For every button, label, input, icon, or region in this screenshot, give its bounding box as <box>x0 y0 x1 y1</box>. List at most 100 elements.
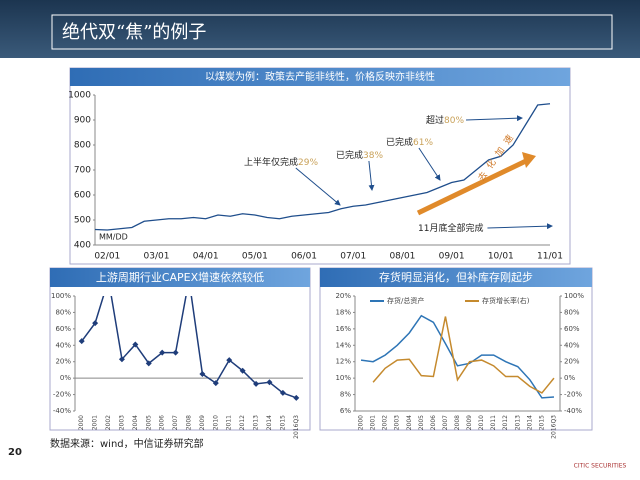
y-tick-label: 800 <box>74 141 91 151</box>
page-number: 20 <box>8 447 22 458</box>
annotation-arrow <box>418 147 441 181</box>
x-tick-label: 2012 <box>502 415 509 430</box>
x-tick-label: 06/01 <box>291 252 317 262</box>
legend-label: 存货增长率(右) <box>482 296 530 305</box>
y-tick-label: 14% <box>335 341 351 349</box>
legend-label: 存货/总资产 <box>387 296 424 305</box>
data-marker <box>279 389 286 396</box>
annotation-text: 11月底全部完成 <box>418 222 483 234</box>
x-tick-label: 2016Q3 <box>293 415 300 439</box>
data-marker <box>212 380 219 387</box>
x-tick-label: 2013 <box>514 415 521 430</box>
x-tick-label: 04/01 <box>193 252 219 262</box>
data-marker <box>145 360 152 367</box>
y2-tick-label: 0% <box>564 374 575 382</box>
y2-tick-label: -40% <box>564 407 582 415</box>
annotation-arrow <box>487 223 553 230</box>
y-tick-label: 600 <box>74 191 91 201</box>
x-tick-label: 2002 <box>105 415 112 430</box>
annotation-text: 上半年仅完成 <box>244 156 298 168</box>
y-tick-label: 80% <box>55 308 71 316</box>
data-marker <box>78 338 85 345</box>
x-tick-label: 2015 <box>538 415 545 430</box>
x-tick-label: 05/01 <box>242 252 268 262</box>
data-marker <box>132 341 139 348</box>
y-tick-label: 900 <box>74 116 91 126</box>
annotation-text: 已完成 <box>336 149 363 161</box>
panel-title-bar <box>70 68 570 86</box>
x-tick-label: 2013 <box>253 415 260 430</box>
x-tick-label: 2007 <box>442 415 449 430</box>
panel-title-bar <box>320 268 592 287</box>
annotation: 11月底全部完成 <box>418 222 483 234</box>
series-line <box>360 314 555 399</box>
data-marker <box>172 349 179 356</box>
slide-title: 绝代双“焦”的例子 <box>62 22 206 43</box>
annotation-text: 超过 <box>426 114 444 126</box>
series-line <box>81 296 297 399</box>
x-tick-label: 2009 <box>466 415 473 430</box>
x-tick-label: 2001 <box>92 415 99 430</box>
panel <box>49 267 311 431</box>
chart-title: 以煤炭为例：政策去产能非线性，价格反映亦非线性 <box>205 70 435 83</box>
annotation-text: 已完成 <box>386 136 413 148</box>
annotation-highlight: 80% <box>444 116 464 126</box>
x-tick-label: 08/01 <box>389 252 415 262</box>
annotation: 超过80% <box>426 114 464 126</box>
annotation-arrow <box>466 115 523 122</box>
x-axis-label: MM/DD <box>99 233 128 242</box>
series-line <box>372 316 555 394</box>
y-tick-label: 1000 <box>68 91 91 101</box>
y-tick-label: 20% <box>55 358 71 366</box>
x-tick-label: 2006 <box>159 415 166 430</box>
x-tick-label: 11/01 <box>537 252 563 262</box>
data-marker <box>239 367 246 374</box>
x-tick-label: 2009 <box>199 415 206 430</box>
annotation-highlight: 29% <box>298 158 318 168</box>
series-line <box>94 103 551 231</box>
y-tick-label: 20% <box>335 292 351 300</box>
y-tick-label: 8% <box>340 391 351 399</box>
x-tick-label: 2015 <box>279 415 286 430</box>
panel <box>69 67 571 265</box>
x-tick-label: 2012 <box>239 415 246 430</box>
x-tick-label: 2001 <box>370 415 377 430</box>
trend-arrow <box>416 157 530 216</box>
y-tick-label: 700 <box>74 166 91 176</box>
data-marker <box>253 380 260 387</box>
x-tick-label: 2016Q3 <box>550 415 557 439</box>
y-tick-label: 100% <box>51 292 71 300</box>
y2-tick-label: -20% <box>564 391 582 399</box>
x-tick-label: 2004 <box>406 415 413 430</box>
x-tick-label: 2004 <box>132 415 139 430</box>
y2-tick-label: 80% <box>564 308 580 316</box>
x-tick-label: 2014 <box>526 415 533 430</box>
y-tick-label: 40% <box>55 341 71 349</box>
data-marker <box>92 320 99 327</box>
y2-tick-label: 20% <box>564 358 580 366</box>
annotation-arrow <box>295 167 341 206</box>
data-marker <box>118 356 125 363</box>
y-tick-label: 0% <box>60 374 71 382</box>
y2-tick-label: 40% <box>564 341 580 349</box>
x-tick-label: 2002 <box>382 415 389 430</box>
data-marker <box>199 371 206 378</box>
y-tick-label: 60% <box>55 325 71 333</box>
y-tick-label: 500 <box>74 216 91 226</box>
x-tick-label: 2005 <box>418 415 425 430</box>
annotation: 已完成38% <box>336 149 383 161</box>
trend-arrowhead <box>522 152 536 168</box>
x-tick-label: 2010 <box>478 415 485 430</box>
annotation: 上半年仅完成29% <box>244 156 318 168</box>
y-tick-label: -40% <box>53 407 71 415</box>
y-tick-label: 400 <box>74 241 91 251</box>
y2-tick-label: 100% <box>564 292 584 300</box>
x-tick-label: 2014 <box>266 415 273 430</box>
title-box <box>51 14 613 50</box>
y-tick-label: 16% <box>335 325 351 333</box>
chart-title: 存货明显消化，但补库存刚起步 <box>379 270 533 284</box>
x-tick-label: 2000 <box>358 415 365 430</box>
x-tick-label: 2008 <box>454 415 461 430</box>
data-marker <box>226 357 233 364</box>
